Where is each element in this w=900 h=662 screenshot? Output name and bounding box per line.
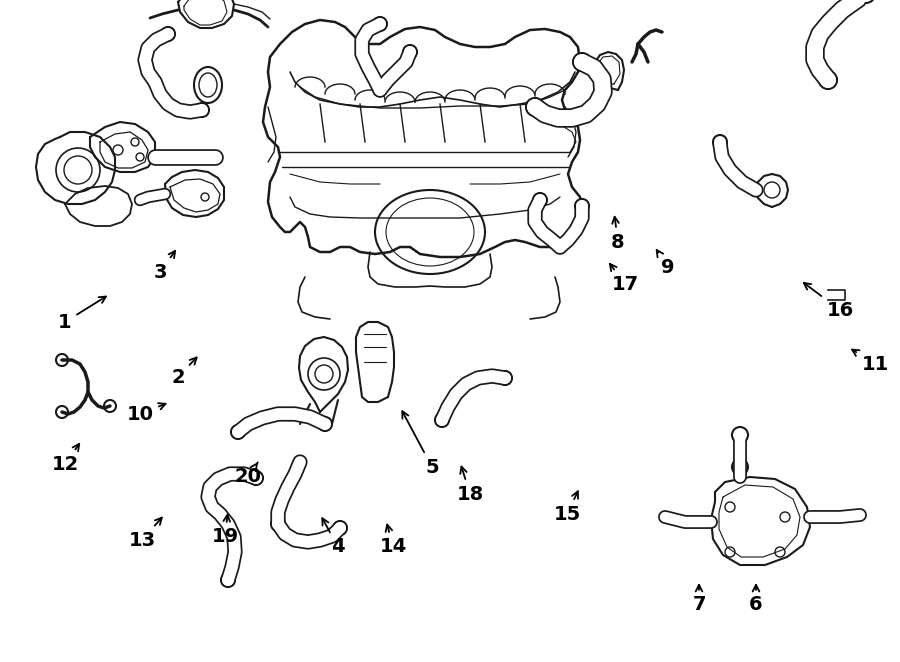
- Text: 14: 14: [380, 525, 407, 557]
- Text: 8: 8: [611, 216, 625, 252]
- Text: 19: 19: [212, 515, 239, 547]
- Circle shape: [373, 17, 387, 31]
- Text: 1: 1: [58, 297, 106, 332]
- Text: 3: 3: [153, 251, 176, 281]
- Text: 7: 7: [692, 585, 706, 614]
- Text: 12: 12: [51, 444, 79, 473]
- Circle shape: [271, 517, 285, 531]
- Circle shape: [857, 0, 875, 3]
- Circle shape: [161, 27, 175, 41]
- Text: 17: 17: [610, 264, 639, 293]
- Text: 6: 6: [749, 585, 763, 614]
- Circle shape: [573, 53, 591, 71]
- Circle shape: [221, 573, 235, 587]
- Circle shape: [526, 98, 544, 116]
- Circle shape: [195, 103, 209, 117]
- Circle shape: [403, 45, 417, 59]
- Text: 4: 4: [322, 518, 345, 557]
- Text: 11: 11: [852, 350, 888, 373]
- Text: 9: 9: [657, 250, 675, 277]
- Text: 2: 2: [171, 357, 197, 387]
- Text: 20: 20: [235, 462, 262, 487]
- Text: 13: 13: [129, 518, 162, 549]
- Circle shape: [498, 371, 512, 385]
- Circle shape: [249, 471, 263, 485]
- Circle shape: [533, 193, 547, 207]
- Text: 16: 16: [804, 283, 853, 320]
- Circle shape: [333, 521, 347, 535]
- Circle shape: [713, 135, 727, 149]
- Circle shape: [575, 199, 589, 213]
- Circle shape: [732, 427, 748, 443]
- Circle shape: [819, 71, 837, 89]
- Text: 18: 18: [456, 467, 483, 504]
- Text: 15: 15: [554, 491, 580, 524]
- Circle shape: [435, 413, 449, 427]
- Circle shape: [318, 417, 332, 431]
- Circle shape: [231, 425, 245, 439]
- Text: 10: 10: [127, 403, 166, 424]
- Text: 5: 5: [402, 411, 439, 477]
